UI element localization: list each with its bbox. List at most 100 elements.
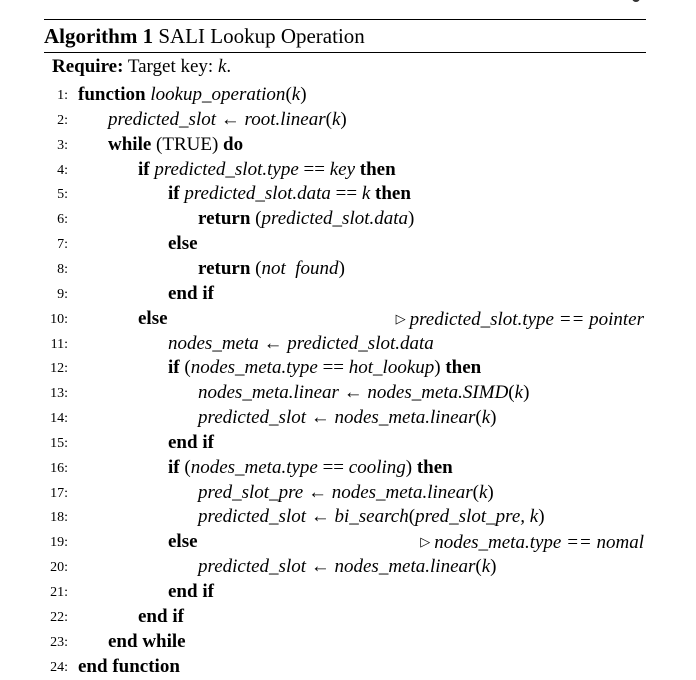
line-code: if (nodes_meta.type == hot_lookup) then xyxy=(168,356,481,380)
line-number: 14: xyxy=(50,411,68,427)
identifier: predicted_slot.type xyxy=(154,158,299,180)
keyword: if xyxy=(168,183,185,205)
keyword: end function xyxy=(78,655,180,677)
keyword: if xyxy=(168,456,185,478)
algorithm-line: 8: return (not found) xyxy=(0,257,696,281)
identifier: nodes_meta.type xyxy=(190,456,318,478)
line-number: 6: xyxy=(57,212,68,228)
line-number: 21: xyxy=(50,585,68,600)
symbol: ( xyxy=(508,382,515,404)
algorithm-line: 23: end while xyxy=(0,630,696,654)
line-code: predicted_slot ← nodes_meta.linear(k) xyxy=(198,555,497,579)
comment-triangle-icon: ▷ xyxy=(395,310,406,326)
line-number: 4: xyxy=(57,162,68,178)
line-number: 19: xyxy=(50,535,68,551)
line-number: 17: xyxy=(50,485,68,501)
keyword: if xyxy=(138,158,155,180)
symbol: == xyxy=(330,183,362,205)
symbol: ) xyxy=(300,84,307,105)
symbol: ) xyxy=(338,257,345,279)
keyword: return xyxy=(198,208,256,230)
algorithm-name: SALI Lookup Operation xyxy=(158,24,365,48)
algorithm-number: Algorithm 1 xyxy=(44,24,154,48)
line-number: 11: xyxy=(50,336,68,352)
line-code: while (TRUE) do xyxy=(108,133,243,157)
line-number: 16: xyxy=(50,460,68,476)
cropped-text-fragment xyxy=(626,0,646,2)
symbol: ( xyxy=(184,456,191,478)
line-code: return (not found) xyxy=(198,257,345,281)
keyword: do xyxy=(223,133,244,155)
identifier: predicted_slot xyxy=(198,556,306,578)
keyword: then xyxy=(445,357,482,379)
identifier: predicted_slot.data xyxy=(184,183,331,205)
algorithm-line: 15: end if xyxy=(0,431,696,455)
keyword: end if xyxy=(168,282,214,304)
symbol: ) xyxy=(405,456,417,478)
symbol: ) xyxy=(523,382,530,404)
line-number: 10: xyxy=(50,311,68,327)
line-number: 1: xyxy=(57,88,68,103)
symbol: ( xyxy=(325,108,332,130)
line-code: else xyxy=(168,232,198,256)
symbol: ( xyxy=(472,481,479,503)
keyword: else xyxy=(168,233,198,255)
line-code: predicted_slot ← root.linear(k) xyxy=(108,108,347,132)
symbol: ← xyxy=(306,506,335,528)
line-number: 20: xyxy=(50,560,68,576)
algorithm-line: 4: if predicted_slot.type == key then xyxy=(0,158,696,182)
identifier: predicted_slot xyxy=(198,407,306,429)
algorithm-line: 3: while (TRUE) do xyxy=(0,133,696,157)
comment-text: predicted_slot.type == pointer xyxy=(409,308,644,330)
identifier: predicted_slot.data xyxy=(261,208,409,230)
line-code: nodes_meta ← predicted_slot.data xyxy=(168,332,434,356)
algorithm-line: 12: if (nodes_meta.type == hot_lookup) th… xyxy=(0,356,696,380)
symbol: ) xyxy=(490,407,497,429)
identifier: cooling xyxy=(348,456,406,478)
identifier: pred_slot_pre xyxy=(198,481,304,503)
line-code: return (predicted_slot.data) xyxy=(198,207,414,231)
line-number: 22: xyxy=(50,609,68,625)
line-comment: ▷ nodes_meta.type == nomal xyxy=(420,530,644,555)
comment-triangle-icon: ▷ xyxy=(420,534,431,550)
keyword: end while xyxy=(108,630,186,652)
symbol: == xyxy=(317,456,349,478)
identifier: key xyxy=(329,158,356,180)
require-line: Require: Target key: k. xyxy=(52,55,231,79)
line-code: end if xyxy=(168,431,214,455)
identifier: not found xyxy=(261,257,339,279)
keyword: then xyxy=(416,456,453,478)
algorithm-title: Algorithm 1 SALI Lookup Operation xyxy=(44,22,365,50)
comment-text: nodes_meta.type == nomal xyxy=(434,532,644,554)
line-code: if predicted_slot.type == key then xyxy=(138,158,396,182)
keyword: end if xyxy=(168,431,214,453)
algorithm-line: 13: nodes_meta.linear ← nodes_meta.SIMD(k… xyxy=(0,381,696,405)
symbol: ( xyxy=(408,506,416,528)
identifier: nodes_meta.SIMD xyxy=(367,382,509,404)
identifier: nodes_meta.type xyxy=(190,357,318,379)
line-code: end if xyxy=(138,605,184,629)
algorithm-title-rule xyxy=(44,52,646,53)
symbol: ) xyxy=(487,481,494,503)
symbol: ) xyxy=(538,506,545,528)
identifier: nodes_meta.linear xyxy=(334,407,476,429)
line-code: else xyxy=(168,530,198,554)
symbol: ← xyxy=(258,332,288,354)
identifier: predicted_slot xyxy=(198,506,306,528)
symbol: ) xyxy=(408,208,415,230)
line-code: else xyxy=(138,307,168,331)
algorithm-line: 22: end if xyxy=(0,605,696,629)
line-code: predicted_slot ← nodes_meta.linear(k) xyxy=(198,406,497,430)
keyword: end if xyxy=(138,605,184,627)
algorithm-line: 20: predicted_slot ← nodes_meta.linear(k) xyxy=(0,555,696,579)
algorithm-line: 11: nodes_meta ← predicted_slot.data xyxy=(0,332,696,356)
keyword: while xyxy=(108,133,157,155)
line-comment: ▷ predicted_slot.type == pointer xyxy=(396,307,644,332)
identifier: nodes_meta.linear xyxy=(334,556,476,578)
symbol: ( xyxy=(255,257,262,279)
symbol: ( xyxy=(184,357,191,379)
identifier: predicted_slot.data xyxy=(287,332,434,354)
algorithm-line: 5: if predicted_slot.data == k then xyxy=(0,182,696,206)
line-number: 7: xyxy=(57,237,68,253)
line-number: 23: xyxy=(50,634,68,650)
